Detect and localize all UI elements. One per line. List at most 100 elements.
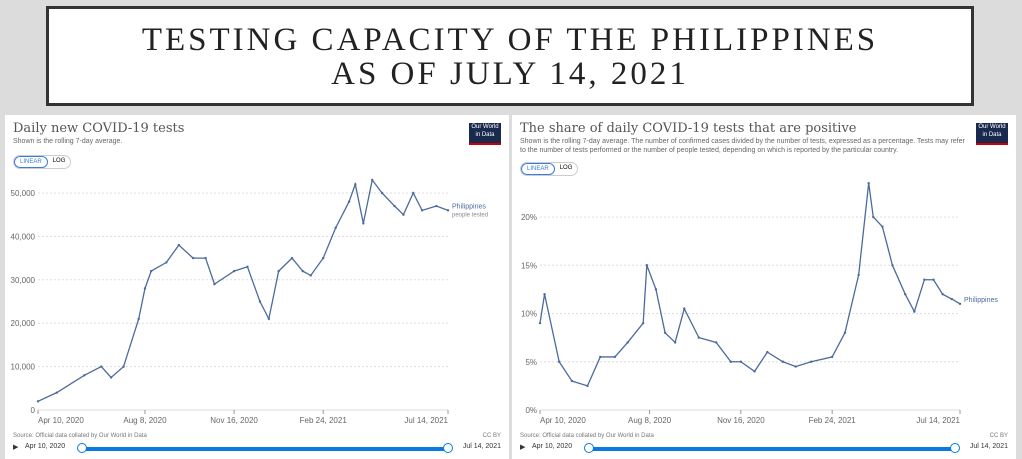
data-point [36, 400, 40, 403]
data-point [122, 365, 125, 368]
data-point [232, 269, 236, 273]
start-handle[interactable] [584, 443, 594, 453]
data-point [55, 391, 58, 394]
timeline-slider[interactable] [81, 447, 449, 451]
y-tick-label: 10,000 [11, 363, 36, 372]
chart-svg: 0 10,000 20,000 30,000 40,000 50,000 Apr 10, 2… [11, 178, 488, 425]
data-point [165, 261, 168, 264]
data-point [137, 317, 140, 321]
log-button[interactable]: LOG [559, 165, 573, 171]
data-point [213, 282, 216, 286]
linear-button[interactable]: LINEAR [14, 156, 48, 168]
data-point [109, 376, 113, 379]
series-label: Philippines [964, 297, 998, 304]
data-point [347, 200, 351, 203]
data-point [204, 256, 207, 260]
data-point [538, 321, 542, 325]
x-tick-label: Aug 8, 2020 [123, 416, 167, 425]
y-tick-label: 30,000 [11, 276, 36, 285]
timeline-slider[interactable] [588, 447, 956, 451]
data-point [641, 321, 645, 325]
y-tick-label: 0 [31, 406, 36, 415]
data-point [246, 265, 249, 268]
timeline-start: Apr 10, 2020 [25, 443, 66, 450]
x-tick-label: Nov 16, 2020 [210, 416, 258, 425]
end-handle[interactable] [443, 443, 453, 453]
data-point [904, 293, 907, 296]
y-tick-label: 0% [525, 406, 537, 415]
data-point [393, 204, 396, 208]
end-handle[interactable] [950, 443, 960, 453]
data-point [613, 355, 617, 359]
series-line [37, 178, 449, 402]
y-tick-label: 5% [525, 358, 537, 367]
owid-logo: Our World in Data [469, 123, 501, 145]
data-point [654, 288, 658, 291]
data-point [673, 341, 677, 344]
play-icon[interactable]: ▶ [13, 444, 19, 451]
data-point [557, 360, 561, 363]
data-point [958, 302, 962, 306]
y-tick-label: 15% [521, 261, 537, 270]
chart-title: The share of daily COVID-19 tests that a… [520, 121, 857, 136]
license[interactable]: CC BY [482, 433, 501, 439]
data-point [867, 182, 870, 185]
banner-line-1: TESTING CAPACITY OF THE PHILIPPINES [141, 22, 879, 58]
data-point [766, 350, 769, 354]
y-tick-label: 40,000 [11, 232, 36, 241]
x-tick-label: Nov 16, 2020 [717, 416, 765, 425]
data-point [149, 269, 153, 273]
data-point [334, 226, 337, 229]
data-point [446, 209, 450, 212]
source-note: Source: Official data collated by Our Wo… [520, 433, 654, 439]
x-tick-label: Jul 14, 2021 [916, 416, 960, 425]
data-point [420, 209, 424, 212]
data-point [663, 331, 667, 334]
data-point [258, 300, 262, 303]
data-point [177, 243, 181, 247]
scale-toggle: LINEAR LOG [520, 162, 579, 176]
data-point [857, 273, 860, 277]
data-point [599, 355, 602, 359]
x-tick-label: Aug 8, 2020 [628, 416, 672, 425]
timeline-start: Apr 10, 2020 [532, 443, 573, 450]
data-point [435, 204, 438, 208]
data-point [872, 215, 875, 219]
timeline: ▶ Apr 10, 2020 Jul 14, 2021 [520, 443, 1008, 455]
data-point [739, 360, 743, 363]
data-point [913, 310, 916, 313]
start-handle[interactable] [77, 443, 87, 453]
y-tick-label: 50,000 [11, 189, 36, 198]
tests-chart-panel: Daily new COVID-19 tests Shown is the ro… [5, 115, 509, 459]
banner-line-2: AS OF JULY 14, 2021 [331, 56, 689, 92]
data-point [881, 225, 884, 228]
data-point [267, 317, 271, 321]
data-point [371, 178, 374, 182]
x-tick-label: Feb 24, 2021 [300, 416, 348, 425]
timeline-end: Jul 14, 2021 [462, 443, 501, 450]
data-point [941, 293, 944, 296]
data-point [277, 269, 280, 273]
source-note: Source: Official data collated by Our Wo… [13, 433, 147, 439]
y-tick-label: 20% [521, 213, 537, 222]
y-tick-label: 20,000 [11, 319, 36, 328]
data-point [781, 360, 785, 363]
chart-subtitle: Shown is the rolling 7-day average. The … [520, 138, 965, 154]
y-tick-label: 10% [521, 310, 537, 319]
data-point [683, 307, 686, 310]
data-point [729, 360, 733, 363]
license[interactable]: CC BY [989, 433, 1008, 439]
series-line [539, 183, 961, 387]
log-button[interactable]: LOG [52, 158, 66, 164]
x-tick-label: Jul 14, 2021 [404, 416, 448, 425]
data-point [645, 264, 649, 267]
data-point [322, 256, 325, 260]
data-point [380, 191, 384, 195]
data-point [362, 222, 365, 225]
data-point [843, 331, 847, 334]
data-point [950, 297, 953, 301]
linear-button[interactable]: LINEAR [521, 163, 555, 175]
data-point [697, 336, 701, 339]
data-point [626, 341, 629, 344]
play-icon[interactable]: ▶ [520, 444, 526, 451]
